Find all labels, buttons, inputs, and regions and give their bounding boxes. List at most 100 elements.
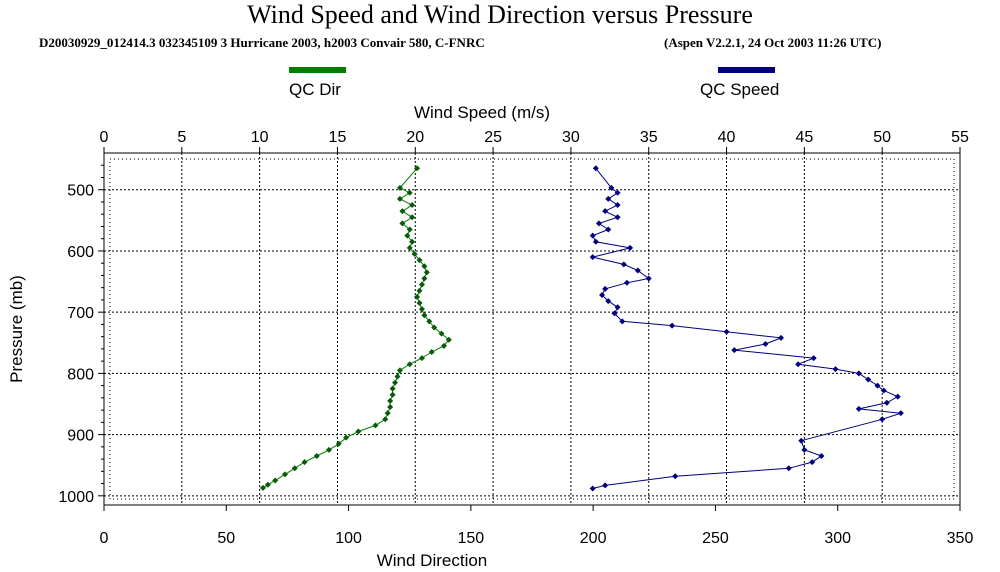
- legend-qc-speed-label: QC Speed: [700, 80, 780, 99]
- bottom-axis-tick-label: 150: [458, 530, 485, 547]
- chart-subtitle-left: D20030929_012414.3 032345109 3 Hurricane…: [39, 35, 485, 50]
- bottom-axis-tick-label: 100: [335, 530, 362, 547]
- data-point-qc-speed: [809, 459, 816, 466]
- data-point-qc-dir: [438, 330, 445, 337]
- data-point-qc-dir: [389, 391, 396, 398]
- chart-title: Wind Speed and Wind Direction versus Pre…: [247, 0, 753, 29]
- data-point-qc-speed: [855, 370, 862, 377]
- data-point-qc-dir: [389, 385, 396, 392]
- data-point-qc-speed: [855, 405, 862, 412]
- bottom-axis-tick-label: 300: [824, 530, 851, 547]
- data-point-qc-dir: [399, 208, 406, 215]
- data-point-qc-dir: [409, 202, 416, 209]
- series-line-qc-dir: [262, 167, 450, 489]
- data-point-qc-dir: [264, 481, 271, 488]
- data-point-qc-dir: [414, 165, 421, 172]
- data-point-qc-speed: [894, 393, 901, 400]
- data-point-qc-dir: [326, 446, 333, 453]
- top-axis-tick-label: 30: [562, 129, 580, 146]
- data-point-qc-speed: [723, 328, 730, 335]
- data-point-qc-speed: [589, 485, 596, 492]
- data-point-qc-dir: [409, 214, 416, 221]
- top-axis-tick-label: 25: [484, 129, 502, 146]
- y-axis-tick-label: 500: [67, 183, 94, 200]
- data-point-qc-dir: [421, 275, 428, 282]
- top-axis-tick-label: 40: [718, 129, 736, 146]
- y-axis-tick-label: 1000: [58, 489, 94, 506]
- data-point-qc-speed: [897, 410, 904, 417]
- data-point-qc-dir: [431, 324, 438, 331]
- legend-qc-speed-swatch: [718, 67, 775, 73]
- data-point-qc-dir: [428, 348, 435, 355]
- bottom-axis-title: Wind Direction: [377, 551, 488, 570]
- bottom-axis-tick-label: 0: [100, 530, 109, 547]
- data-point-qc-dir: [291, 465, 298, 472]
- data-point-qc-speed: [605, 298, 612, 305]
- top-axis-title: Wind Speed (m/s): [414, 103, 550, 122]
- top-axis-tick-label: 35: [640, 129, 658, 146]
- data-point-qc-dir: [394, 373, 401, 380]
- data-point-qc-speed: [605, 226, 612, 233]
- data-point-qc-speed: [589, 254, 596, 261]
- data-point-qc-dir: [409, 238, 416, 245]
- data-point-qc-dir: [392, 379, 399, 386]
- data-point-qc-speed: [880, 387, 887, 394]
- data-point-qc-speed: [611, 310, 618, 317]
- bottom-axis-tick-label: 200: [580, 530, 607, 547]
- data-point-qc-dir: [387, 404, 394, 411]
- y-axis-tick-label: 700: [67, 305, 94, 322]
- data-point-qc-speed: [627, 244, 634, 251]
- data-point-qc-speed: [669, 322, 676, 329]
- top-axis-tick-label: 5: [177, 129, 186, 146]
- data-point-qc-dir: [387, 397, 394, 404]
- data-point-qc-dir: [414, 293, 421, 300]
- series-line-qc-speed: [592, 167, 902, 489]
- top-axis-tick-label: 55: [951, 129, 969, 146]
- top-axis-tick-label: 0: [100, 129, 109, 146]
- data-point-qc-dir: [404, 232, 411, 239]
- data-point-qc-dir: [281, 471, 288, 478]
- data-point-qc-dir: [416, 299, 423, 306]
- data-point-qc-dir: [406, 244, 413, 251]
- bottom-axis-tick-label: 250: [702, 530, 729, 547]
- data-point-qc-dir: [421, 312, 428, 319]
- data-point-qc-dir: [396, 184, 403, 191]
- data-point-qc-speed: [731, 347, 738, 354]
- data-point-qc-dir: [426, 318, 433, 325]
- data-point-qc-speed: [645, 275, 652, 282]
- data-point-qc-speed: [614, 189, 621, 196]
- top-axis-tick-label: 10: [251, 129, 269, 146]
- data-point-qc-dir: [259, 484, 266, 491]
- data-point-qc-speed: [795, 361, 802, 368]
- data-point-qc-speed: [874, 382, 881, 389]
- data-point-qc-speed: [614, 202, 621, 209]
- data-point-qc-dir: [372, 422, 379, 429]
- data-point-qc-speed: [762, 340, 769, 347]
- data-point-qc-speed: [592, 238, 599, 245]
- data-point-qc-speed: [599, 292, 606, 299]
- data-point-qc-dir: [335, 440, 342, 447]
- data-point-qc-speed: [605, 195, 612, 202]
- data-point-qc-speed: [778, 334, 785, 341]
- top-axis-tick-label: 15: [329, 129, 347, 146]
- data-point-qc-dir: [421, 263, 428, 270]
- bottom-axis-tick-label: 50: [217, 530, 235, 547]
- data-point-qc-speed: [595, 220, 602, 227]
- chart-subtitle-right: (Aspen V2.2.1, 24 Oct 2003 11:26 UTC): [664, 35, 882, 50]
- data-point-qc-speed: [634, 267, 641, 274]
- data-point-qc-speed: [620, 261, 627, 268]
- data-point-qc-dir: [411, 251, 418, 258]
- data-point-qc-speed: [818, 453, 825, 460]
- data-point-qc-dir: [399, 220, 406, 227]
- data-point-qc-speed: [619, 318, 626, 325]
- legend-qc-dir-label: QC Dir: [289, 80, 341, 99]
- data-point-qc-dir: [418, 281, 425, 288]
- data-point-qc-speed: [865, 376, 872, 383]
- y-axis-tick-label: 900: [67, 428, 94, 445]
- data-point-qc-dir: [416, 257, 423, 264]
- data-point-qc-dir: [406, 226, 413, 233]
- data-point-qc-dir: [423, 269, 430, 276]
- legend-qc-dir-swatch: [289, 67, 346, 73]
